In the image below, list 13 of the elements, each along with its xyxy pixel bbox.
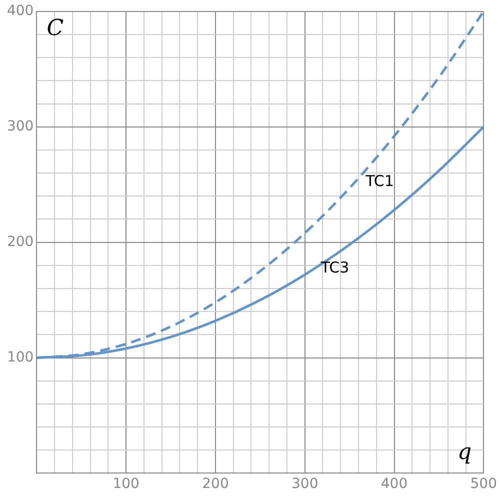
y-tick-label: 200 — [6, 234, 34, 250]
x-tick-label: 500 — [470, 476, 498, 492]
x-tick-label: 100 — [112, 476, 140, 492]
x-tick-label: 400 — [380, 476, 408, 492]
y-tick-label: 400 — [6, 3, 34, 20]
x-tick-label: 300 — [292, 476, 318, 492]
y-axis-title: C — [46, 16, 64, 42]
series-label: TC1 — [364, 172, 394, 190]
x-axis-title: q — [458, 440, 472, 465]
x-tick-label: 200 — [202, 476, 229, 492]
series-label: TC3 — [320, 258, 350, 277]
y-tick-label: 300 — [6, 118, 34, 134]
y-tick-label: 100 — [6, 349, 34, 366]
